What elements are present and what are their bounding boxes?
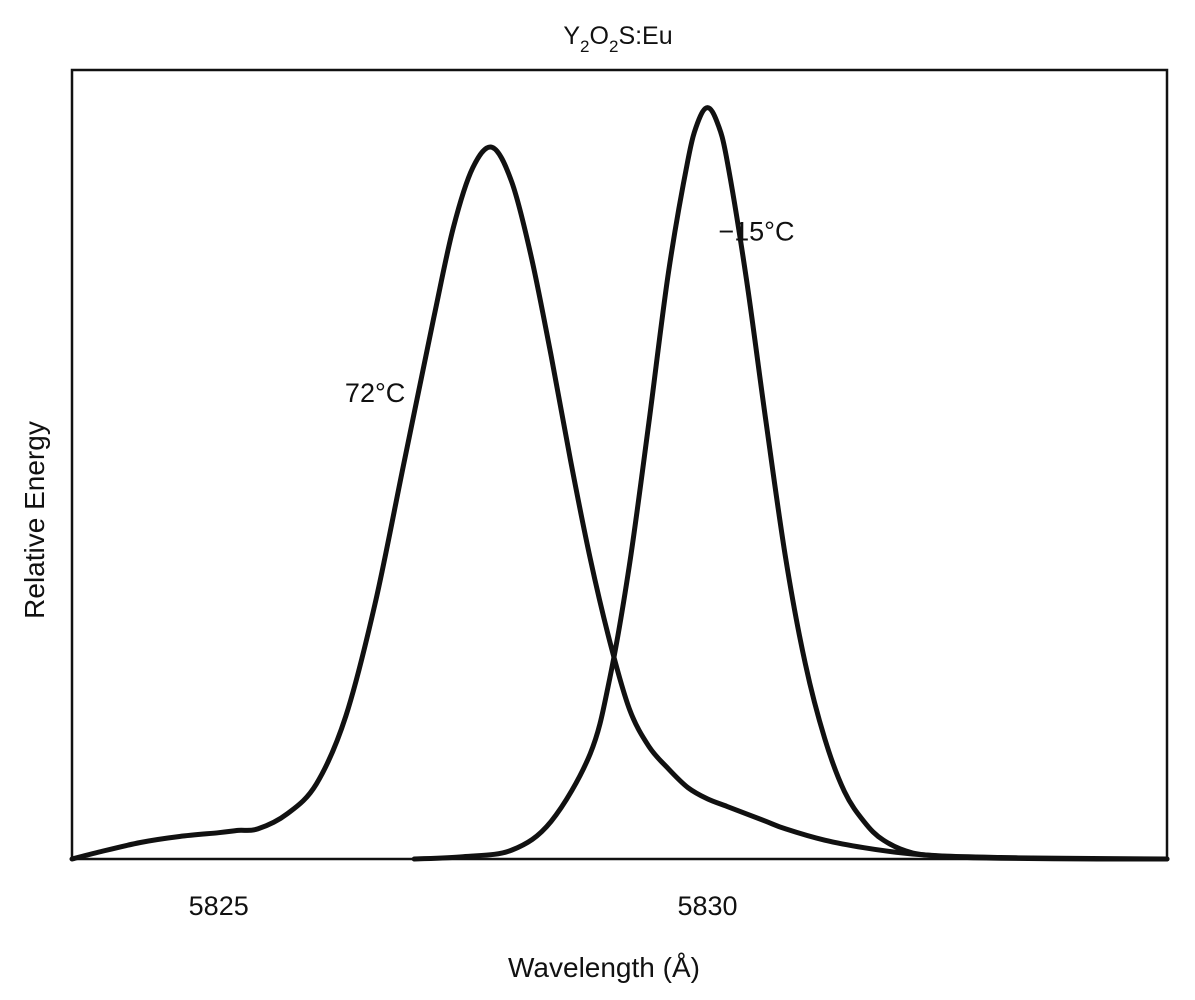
series-annotation-label: 72°C	[345, 378, 405, 408]
x-tick-label: 5825	[189, 891, 249, 921]
series-annotation-label: −15°C	[718, 217, 794, 247]
y-axis-label: Relative Energy	[19, 421, 50, 619]
title-subscript: 2	[609, 37, 618, 56]
series-line-72c	[69, 144, 1170, 862]
title-part: O	[590, 22, 609, 50]
plot-frame	[70, 68, 1169, 861]
x-tick-labels: 5825 5830	[189, 891, 738, 921]
series-annotations: 72°C −15°C	[345, 217, 795, 409]
title-part: Y	[563, 22, 580, 50]
series-line-minus15c	[411, 105, 1170, 862]
x-axis-label: Wavelength (Å)	[508, 952, 700, 983]
series-group	[69, 105, 1170, 862]
x-tick-label: 5830	[677, 891, 737, 921]
title-subscript: 2	[580, 37, 589, 56]
title-part: S:Eu	[618, 22, 672, 50]
chart-title: Y2O2S:Eu	[563, 22, 672, 56]
